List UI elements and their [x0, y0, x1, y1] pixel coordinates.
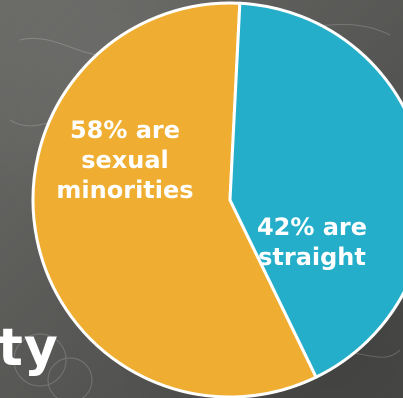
slice-label-line: sexual	[81, 146, 169, 174]
slice-label-line: straight	[258, 243, 366, 271]
pie-slice-1	[31, 1, 318, 398]
slice-label-line: 58% are	[70, 116, 180, 144]
background-text-fragment: ty	[0, 318, 59, 378]
slice-label-1: 58% are sexual minorities	[56, 116, 193, 204]
slice-label-line: 42% are	[257, 213, 367, 241]
slice-label-line: minorities	[56, 176, 193, 204]
slice-label-2: 42% are straight	[257, 213, 367, 271]
pie-slice-2	[228, 1, 403, 379]
